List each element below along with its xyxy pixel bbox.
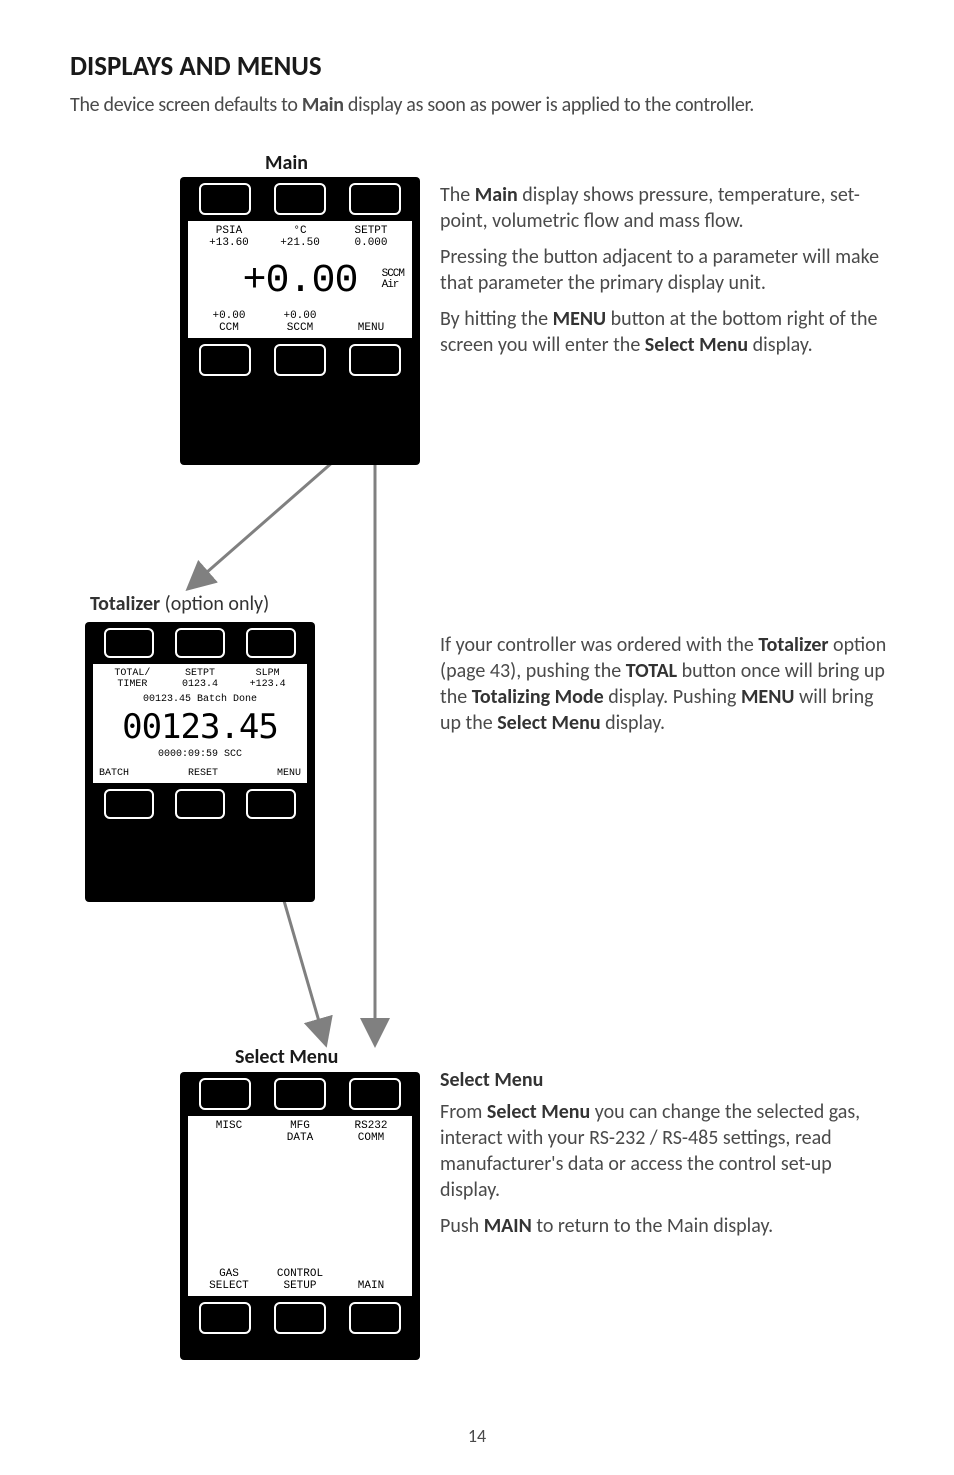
t: SETUP — [283, 1280, 316, 1292]
t: Push — [440, 1214, 484, 1238]
device-button[interactable] — [199, 183, 251, 215]
page-number: 14 — [0, 1425, 954, 1447]
t: If your controller was ordered with the — [440, 633, 758, 657]
page-heading: DISPLAYS AND MENUS — [70, 50, 884, 83]
device-button[interactable] — [175, 628, 225, 658]
ccm-value: +0.00 — [212, 310, 245, 322]
device-button[interactable] — [199, 1078, 251, 1110]
psia-label: PSIA — [216, 225, 242, 237]
main-description: The Main display shows pressure, tempera… — [440, 182, 890, 368]
t: TOTAL — [626, 659, 677, 683]
t: MAIN — [484, 1214, 532, 1238]
t: Main — [475, 183, 518, 207]
sccm-value: +0.00 — [283, 310, 316, 322]
totalizer-screen: TOTAL/TIMER SETPT0123.4 SLPM+123.4 00123… — [93, 664, 307, 783]
t: Totalizing Mode — [472, 685, 604, 709]
menu-button[interactable] — [349, 344, 401, 376]
totalizer-label: Totalizer (option only) — [90, 592, 269, 616]
t: The — [440, 183, 475, 207]
device-button[interactable] — [104, 628, 154, 658]
gas-select-button[interactable] — [199, 1302, 251, 1334]
temp-value: +21.50 — [280, 237, 320, 249]
main-device: PSIA+13.60 °C+21.50 SETPT0.000 +0.00 SCC… — [180, 177, 420, 465]
t: SLPM — [256, 668, 280, 679]
ccm-label: CCM — [219, 322, 239, 334]
device-button[interactable] — [274, 344, 326, 376]
device-button[interactable] — [349, 1078, 401, 1110]
select-menu-heading: Select Menu — [440, 1067, 890, 1093]
main-label: Main — [265, 151, 308, 175]
setpt-value: 0.000 — [355, 237, 388, 249]
device-button[interactable] — [274, 183, 326, 215]
t: SELECT — [209, 1280, 249, 1292]
main-screen: PSIA+13.60 °C+21.50 SETPT0.000 +0.00 SCC… — [188, 221, 412, 338]
device-button[interactable] — [246, 628, 296, 658]
psia-value: +13.60 — [209, 237, 249, 249]
select-label: Select Menu — [235, 1045, 338, 1069]
select-description: Select Menu From Select Menu you can cha… — [440, 1067, 890, 1249]
sccm-label: SCCM — [287, 322, 313, 334]
temp-label: °C — [293, 225, 306, 237]
reset-label: RESET — [188, 768, 218, 779]
batch-label: BATCH — [99, 768, 129, 779]
batch-button[interactable] — [104, 789, 154, 819]
main-label: MAIN — [358, 1280, 384, 1292]
t: RS232 — [355, 1120, 388, 1132]
t: COMM — [358, 1132, 384, 1144]
t: display. Pushing — [604, 685, 741, 709]
setpt-label: SETPT — [355, 225, 388, 237]
menu-label: MENU — [358, 322, 384, 334]
t: Totalizer — [90, 592, 160, 616]
t: Pressing the button adjacent to a parame… — [440, 244, 890, 296]
t: Select Menu — [497, 711, 600, 735]
t: CONTROL — [277, 1268, 323, 1280]
device-button[interactable] — [349, 183, 401, 215]
reset-button[interactable] — [175, 789, 225, 819]
t: display. — [748, 333, 813, 357]
menu-button[interactable] — [246, 789, 296, 819]
totalizer-big-value: 00123.45 — [99, 707, 301, 747]
t: Select Menu — [487, 1100, 590, 1124]
batch-line: 00123.45 Batch Done — [99, 694, 301, 705]
menu-label: MENU — [277, 768, 301, 779]
t: Select Menu — [645, 333, 748, 357]
t: By hitting the — [440, 307, 553, 331]
t: MFG — [290, 1120, 310, 1132]
main-button[interactable] — [349, 1302, 401, 1334]
intro-text: The device screen defaults to Main displ… — [70, 93, 884, 117]
t: From — [440, 1100, 487, 1124]
totalizer-description: If your controller was ordered with the … — [440, 632, 890, 746]
t: MENU — [741, 685, 794, 709]
misc-label: MISC — [216, 1120, 242, 1132]
select-device: MISC MFGDATA RS232COMM GASSELECT CONTROL… — [180, 1072, 420, 1360]
t: MENU — [553, 307, 606, 331]
t: Totalizer — [758, 633, 828, 657]
t: SETPT — [185, 668, 215, 679]
t: GAS — [219, 1268, 239, 1280]
device-button[interactable] — [274, 1078, 326, 1110]
intro-post: display as soon as power is applied to t… — [344, 93, 754, 117]
t: display. — [601, 711, 666, 735]
t: TIMER — [117, 679, 147, 690]
main-big-value: +0.00 — [242, 259, 357, 304]
t: to return to the Main display. — [532, 1214, 773, 1238]
t: 0123.4 — [182, 679, 218, 690]
device-button[interactable] — [199, 344, 251, 376]
totalizer-device: TOTAL/TIMER SETPT0123.4 SLPM+123.4 00123… — [85, 622, 315, 902]
control-setup-button[interactable] — [274, 1302, 326, 1334]
intro-pre: The device screen defaults to — [70, 93, 302, 117]
intro-bold: Main — [302, 93, 344, 117]
timer-line: 0000:09:59 SCC — [99, 749, 301, 760]
t: TOTAL/ — [114, 668, 150, 679]
main-unit2: Air — [382, 279, 399, 291]
t: (option only) — [160, 592, 269, 616]
t: +123.4 — [250, 679, 286, 690]
t: DATA — [287, 1132, 313, 1144]
select-screen: MISC MFGDATA RS232COMM GASSELECT CONTROL… — [188, 1116, 412, 1296]
